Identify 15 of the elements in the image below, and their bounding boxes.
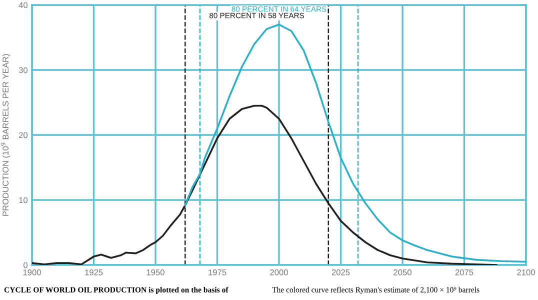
x-tick-label: 1900 — [23, 269, 41, 276]
y-tick-label: 10 — [19, 197, 28, 204]
x-tick-label: 2075 — [455, 269, 474, 276]
y-tick-label: 40 — [18, 2, 28, 8]
x-tick-label: 2050 — [394, 269, 412, 276]
x-tick-label: 2025 — [332, 269, 350, 276]
y-tick-label: 0 — [24, 262, 28, 268]
x-tick-label: 1975 — [208, 269, 226, 276]
x-tick-label: 1925 — [85, 269, 103, 276]
y-axis-title: PRODUCTION (10$^{9}$ BARRELS PER YEAR) — [0, 54, 10, 216]
x-tick-label: 2100 — [517, 269, 535, 276]
y-tick-label: 20 — [18, 132, 28, 138]
x-tick-label: 1950 — [146, 269, 164, 276]
x-tick-label: 2000 — [270, 269, 288, 276]
y-tick-label: 30 — [18, 67, 28, 74]
